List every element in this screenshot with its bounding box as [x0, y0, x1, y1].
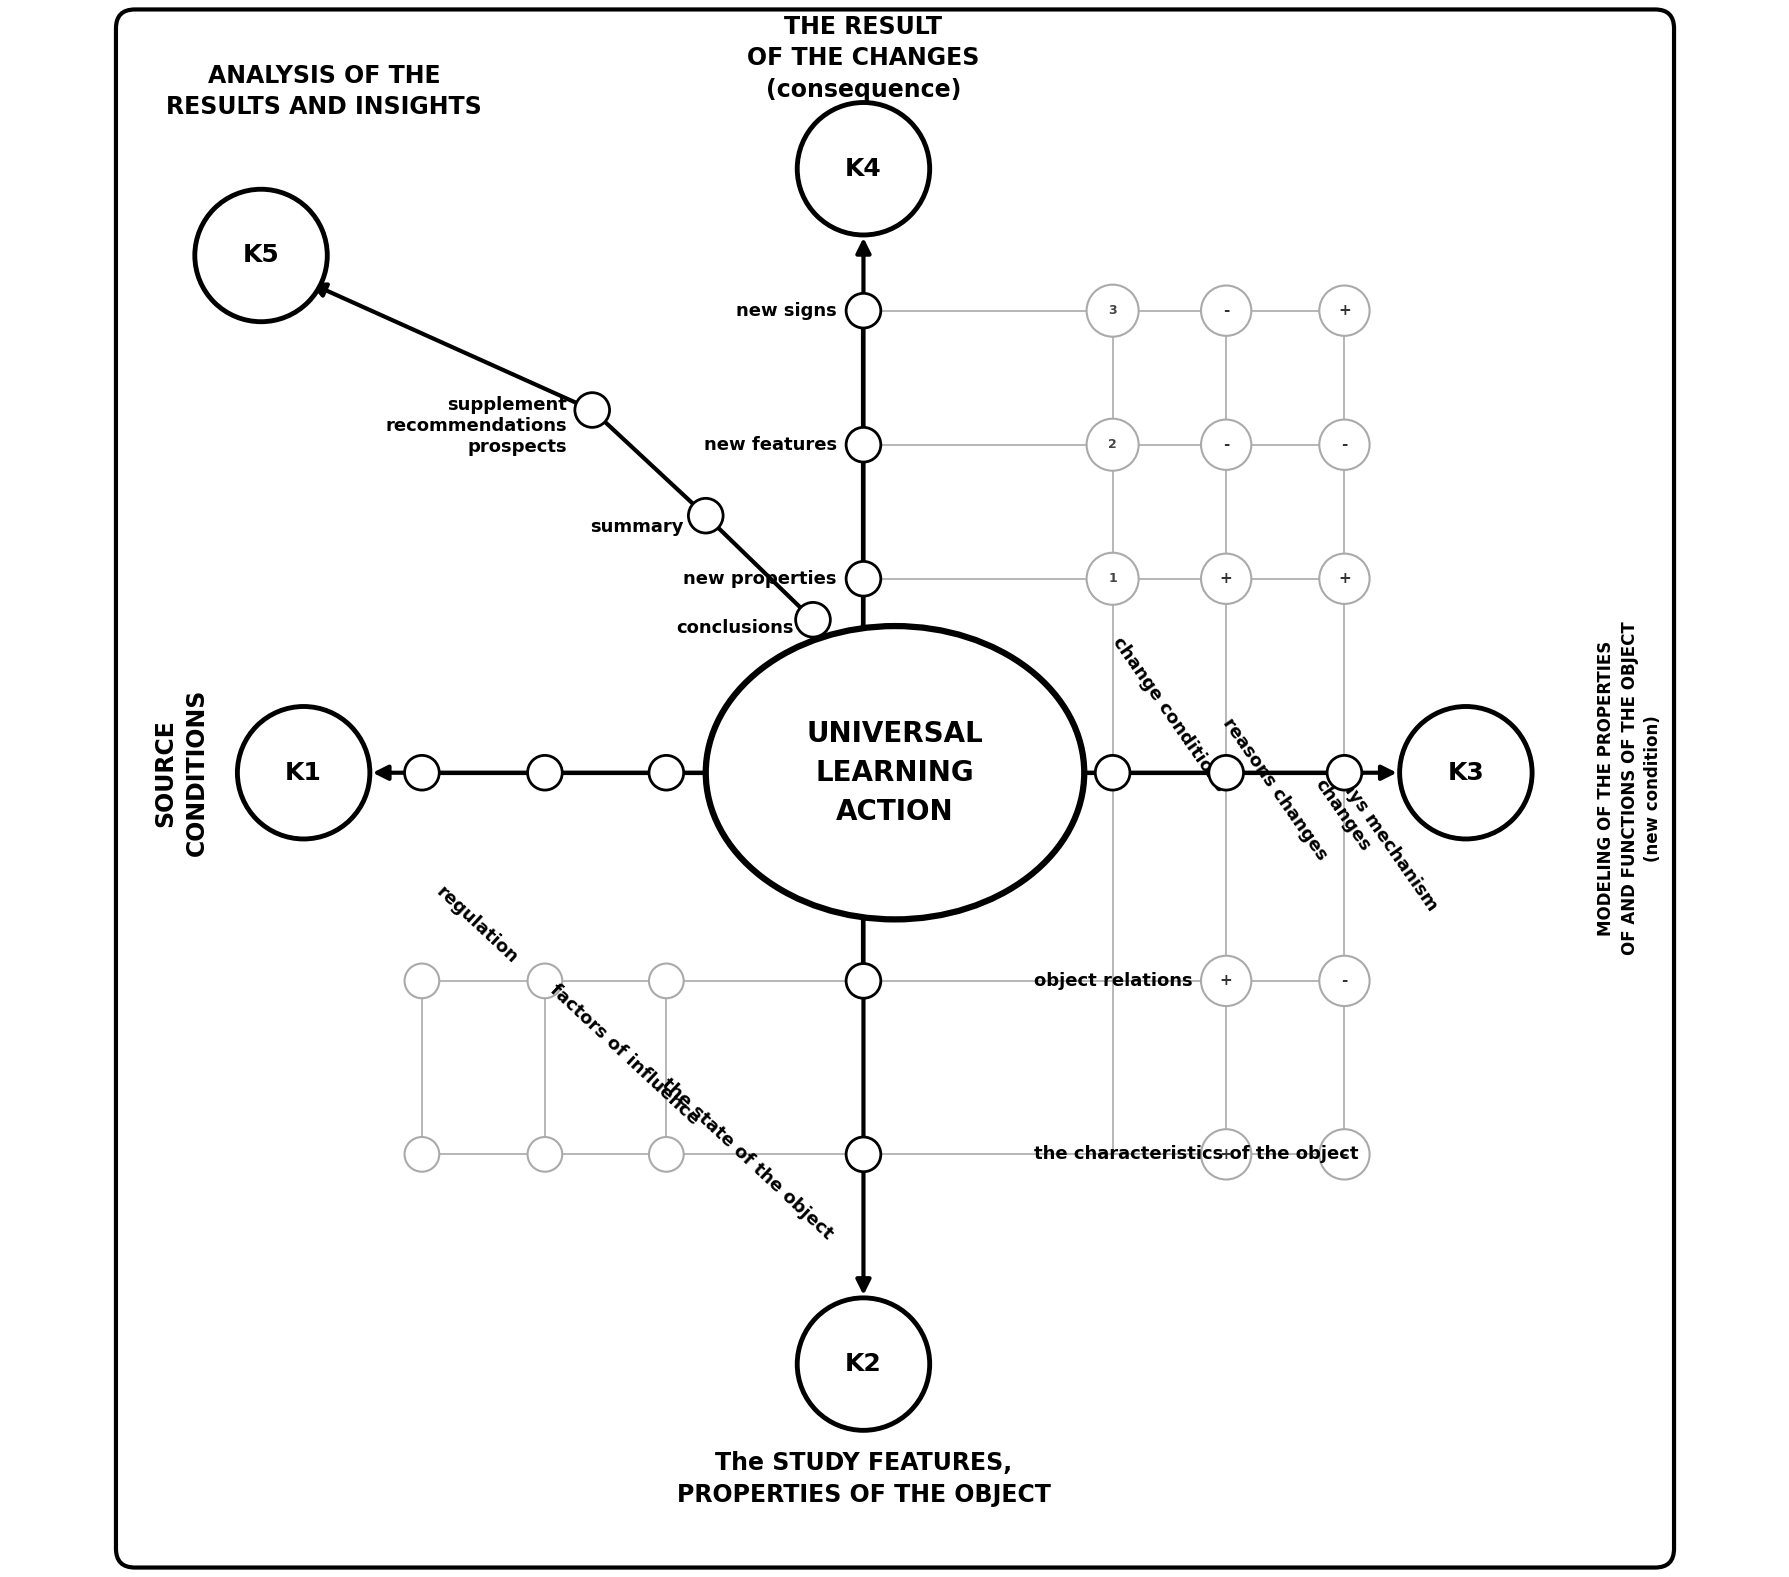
Text: summary: summary: [590, 517, 683, 536]
Text: reasons changes: reasons changes: [1218, 714, 1331, 864]
Text: MODELING OF THE PROPERTIES
OF AND FUNCTIONS OF THE OBJECT
(new condition): MODELING OF THE PROPERTIES OF AND FUNCTI…: [1596, 621, 1662, 956]
Circle shape: [689, 498, 723, 533]
Text: change conditions: change conditions: [1109, 634, 1229, 795]
Text: -: -: [1340, 1146, 1347, 1162]
Circle shape: [404, 755, 438, 790]
Circle shape: [1318, 419, 1369, 470]
Circle shape: [1200, 419, 1251, 470]
Circle shape: [649, 755, 683, 790]
Text: K3: K3: [1447, 760, 1483, 785]
Text: new signs: new signs: [735, 301, 835, 320]
Circle shape: [1095, 755, 1129, 790]
Text: +: +: [1218, 973, 1233, 989]
Text: -: -: [1222, 303, 1229, 319]
Text: K5: K5: [243, 243, 279, 268]
Text: -: -: [1340, 973, 1347, 989]
Circle shape: [1086, 418, 1138, 470]
Circle shape: [1200, 285, 1251, 336]
Circle shape: [1399, 706, 1531, 839]
Circle shape: [796, 1298, 928, 1430]
Circle shape: [195, 189, 327, 322]
Text: 2: 2: [1107, 438, 1116, 451]
Circle shape: [1200, 956, 1251, 1006]
Ellipse shape: [705, 626, 1084, 919]
Circle shape: [238, 706, 370, 839]
Text: -: -: [1222, 437, 1229, 453]
Circle shape: [846, 1137, 880, 1172]
Text: +: +: [1218, 571, 1233, 587]
Circle shape: [574, 393, 610, 427]
Text: SOURCE
CONDITIONS: SOURCE CONDITIONS: [152, 689, 208, 856]
Circle shape: [404, 964, 438, 998]
Circle shape: [846, 964, 880, 998]
Text: UNIVERSAL
LEARNING
ACTION: UNIVERSAL LEARNING ACTION: [807, 719, 982, 826]
Text: new properties: new properties: [683, 569, 835, 588]
Text: -: -: [1340, 437, 1347, 453]
Circle shape: [846, 427, 880, 462]
Text: K1: K1: [284, 760, 322, 785]
Text: new features: new features: [703, 435, 835, 454]
Circle shape: [1200, 1129, 1251, 1180]
Circle shape: [649, 964, 683, 998]
Circle shape: [528, 964, 562, 998]
Circle shape: [1086, 552, 1138, 604]
Text: object relations: object relations: [1034, 971, 1191, 990]
Circle shape: [1208, 755, 1243, 790]
Circle shape: [1086, 284, 1138, 337]
Circle shape: [796, 103, 928, 235]
Circle shape: [649, 1137, 683, 1172]
Text: factors of influence: factors of influence: [546, 981, 703, 1128]
Circle shape: [1326, 755, 1361, 790]
Circle shape: [794, 602, 830, 637]
Text: conclusions: conclusions: [676, 618, 794, 637]
Circle shape: [846, 293, 880, 328]
Circle shape: [1318, 554, 1369, 604]
Circle shape: [1318, 956, 1369, 1006]
Text: K2: K2: [844, 1351, 882, 1377]
Text: the state of the object: the state of the object: [658, 1076, 837, 1243]
Circle shape: [528, 1137, 562, 1172]
Text: ways mechanism
changes: ways mechanism changes: [1310, 763, 1440, 926]
Circle shape: [846, 561, 880, 596]
Text: +: +: [1338, 303, 1351, 319]
FancyBboxPatch shape: [116, 9, 1673, 1568]
Circle shape: [1318, 285, 1369, 336]
Text: THE RESULT
OF THE CHANGES
(consequence): THE RESULT OF THE CHANGES (consequence): [746, 14, 979, 103]
Text: 1: 1: [1107, 572, 1116, 585]
Circle shape: [528, 755, 562, 790]
Circle shape: [1200, 554, 1251, 604]
Text: 3: 3: [1107, 304, 1116, 317]
Text: K4: K4: [844, 156, 882, 181]
Text: +: +: [1338, 571, 1351, 587]
Circle shape: [1318, 1129, 1369, 1180]
Text: regulation: regulation: [433, 883, 521, 967]
Text: The STUDY FEATURES,
PROPERTIES OF THE OBJECT: The STUDY FEATURES, PROPERTIES OF THE OB…: [676, 1451, 1050, 1508]
Text: the characteristics of the object: the characteristics of the object: [1034, 1145, 1358, 1164]
Circle shape: [404, 1137, 438, 1172]
Text: supplement
recommendations
prospects: supplement recommendations prospects: [385, 396, 567, 456]
Text: +: +: [1218, 1146, 1233, 1162]
Text: ANALYSIS OF THE
RESULTS AND INSIGHTS: ANALYSIS OF THE RESULTS AND INSIGHTS: [166, 63, 481, 120]
